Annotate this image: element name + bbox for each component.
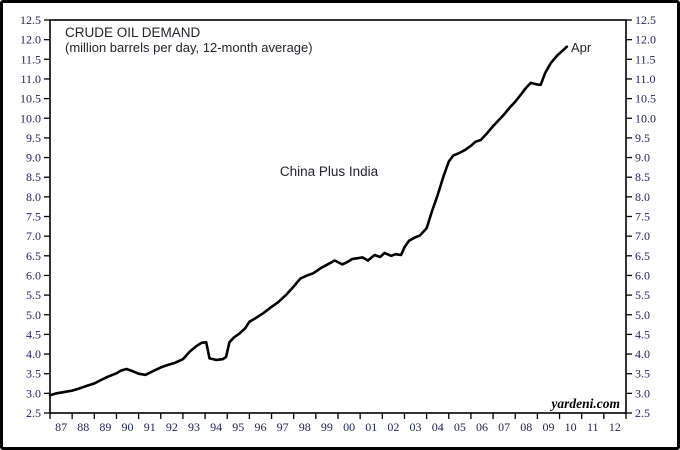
y-tick-label-right: 10.0 — [635, 111, 656, 125]
x-tick-label: 97 — [277, 420, 289, 434]
x-tick-label: 01 — [365, 420, 377, 434]
y-tick-label-left: 9.5 — [26, 131, 41, 145]
y-tick-label-right: 6.5 — [635, 249, 650, 263]
x-tick-label: 02 — [387, 420, 399, 434]
y-tick-label-left: 7.5 — [26, 210, 41, 224]
y-tick-label-right: 11.5 — [635, 52, 656, 66]
y-tick-label-right: 7.5 — [635, 210, 650, 224]
y-tick-label-left: 12.0 — [20, 33, 41, 47]
data-series — [48, 45, 569, 397]
x-tick-label: 98 — [299, 420, 311, 434]
y-tick-label-left: 8.5 — [26, 170, 41, 184]
y-tick-label-left: 3.0 — [26, 386, 41, 400]
y-tick-label-left: 6.5 — [26, 249, 41, 263]
y-tick-label-left: 12.5 — [20, 13, 41, 27]
x-tick-label: 12 — [609, 420, 621, 434]
x-tick-label: 94 — [210, 420, 222, 434]
y-tick-label-left: 9.0 — [26, 151, 41, 165]
y-tick-label-left: 5.5 — [26, 288, 41, 302]
y-tick-label-right: 10.5 — [635, 92, 656, 106]
y-tick-label-right: 12.5 — [635, 13, 656, 27]
x-tick-label: 96 — [254, 420, 266, 434]
y-tick-label-left: 4.0 — [26, 347, 41, 361]
y-tick-label-left: 5.0 — [26, 308, 41, 322]
y-tick-label-left: 10.5 — [20, 92, 41, 106]
y-tick-label-right: 11.0 — [635, 72, 656, 86]
x-tick-label: 03 — [410, 420, 422, 434]
y-tick-label-left: 11.5 — [20, 52, 41, 66]
y-tick-label-left: 6.0 — [26, 268, 41, 282]
demand-line — [48, 45, 569, 397]
y-tick-label-left: 10.0 — [20, 111, 41, 125]
end-point-label: Apr — [571, 40, 592, 55]
series-annotation: China Plus India — [280, 164, 379, 179]
y-tick-label-right: 6.0 — [635, 268, 650, 282]
x-tick-label: 87 — [55, 420, 67, 434]
y-tick-label-right: 4.5 — [635, 327, 650, 341]
x-tick-label: 93 — [188, 420, 200, 434]
x-tick-label: 06 — [476, 420, 488, 434]
x-tick-label: 88 — [77, 420, 89, 434]
y-tick-label-left: 3.5 — [26, 367, 41, 381]
x-tick-label: 00 — [343, 420, 355, 434]
y-tick-label-right: 9.0 — [635, 151, 650, 165]
x-tick-label: 04 — [432, 420, 444, 434]
y-tick-label-right: 9.5 — [635, 131, 650, 145]
x-tick-label: 89 — [99, 420, 111, 434]
x-tick-label: 95 — [232, 420, 244, 434]
x-tick-label: 90 — [122, 420, 134, 434]
y-axis: 2.5 2.5 3.0 3.0 3.5 3.5 4.0 4.0 4.5 4.5 5.0 5.0 5.5 5… — [20, 13, 656, 420]
x-tick-label: 09 — [542, 420, 554, 434]
y-tick-label-right: 4.0 — [635, 347, 650, 361]
x-tick-label: 91 — [144, 420, 156, 434]
x-tick-label: 07 — [498, 420, 510, 434]
plot-border — [49, 19, 627, 414]
x-tick-label: 11 — [587, 420, 599, 434]
y-tick-label-left: 11.0 — [20, 72, 41, 86]
y-tick-label-left: 7.0 — [26, 229, 41, 243]
chart-subtitle: (million barrels per day, 12-month avera… — [65, 40, 313, 55]
y-tick-label-left: 4.5 — [26, 327, 41, 341]
y-tick-label-right: 5.5 — [635, 288, 650, 302]
y-tick-label-left: 8.0 — [26, 190, 41, 204]
x-tick-label: 92 — [166, 420, 178, 434]
source-credit: yardeni.com — [549, 396, 620, 411]
x-axis: 87 88 89 90 91 92 93 94 95 96 97 98 99 00 01 02 03 04 05 06… — [49, 413, 627, 434]
y-tick-label-right: 3.5 — [635, 367, 650, 381]
x-tick-label: 08 — [520, 420, 532, 434]
y-tick-label-right: 8.0 — [635, 190, 650, 204]
chart-title: CRUDE OIL DEMAND — [65, 25, 201, 40]
y-tick-label-right: 7.0 — [635, 229, 650, 243]
crude-oil-demand-chart: 2.5 2.5 3.0 3.0 3.5 3.5 4.0 4.0 4.5 4.5 5.0 5.0 5.5 5… — [20, 13, 656, 434]
y-tick-label-right: 8.5 — [635, 170, 650, 184]
x-tick-label: 10 — [565, 420, 577, 434]
y-tick-label-right: 3.0 — [635, 386, 650, 400]
y-tick-label-right: 2.5 — [635, 406, 650, 420]
x-tick-label: 05 — [454, 420, 466, 434]
y-tick-label-right: 5.0 — [635, 308, 650, 322]
y-tick-label-right: 12.0 — [635, 33, 656, 47]
y-tick-label-left: 2.5 — [26, 406, 41, 420]
x-tick-label: 99 — [321, 420, 333, 434]
